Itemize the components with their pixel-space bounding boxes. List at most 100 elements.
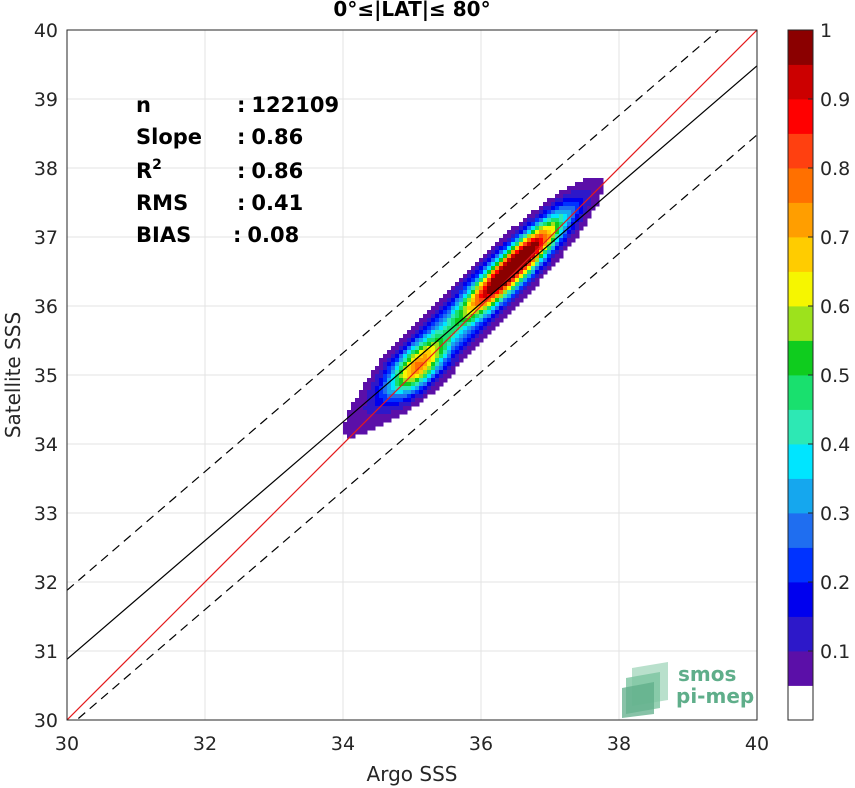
density-cell — [523, 262, 528, 267]
density-cell — [515, 254, 520, 259]
density-cell — [467, 278, 472, 283]
density-cell — [575, 226, 580, 231]
density-cell — [459, 314, 464, 319]
density-cell — [463, 286, 468, 291]
density-cell — [479, 298, 484, 303]
density-cell — [515, 258, 520, 263]
density-cell — [443, 310, 448, 315]
density-contours — [343, 178, 604, 439]
density-cell — [431, 366, 436, 371]
density-cell — [439, 318, 444, 323]
density-cell — [599, 186, 604, 191]
y-tick-label: 37 — [34, 227, 58, 249]
stat-label-text: BIAS — [136, 223, 191, 247]
density-cell — [507, 250, 512, 255]
density-cell — [543, 226, 548, 231]
density-cell — [463, 290, 468, 295]
density-cell — [479, 282, 484, 287]
density-cell — [519, 250, 524, 255]
density-cell — [515, 302, 520, 307]
density-cell — [559, 254, 564, 259]
density-cell — [523, 278, 528, 283]
density-cell — [467, 310, 472, 315]
density-cell — [383, 382, 388, 387]
density-cell — [403, 398, 408, 403]
density-cell — [543, 254, 548, 259]
density-cell — [419, 386, 424, 391]
density-cell — [495, 278, 500, 283]
density-cell — [387, 394, 392, 399]
density-cell — [411, 346, 416, 351]
density-cell — [435, 362, 440, 367]
density-cell — [507, 290, 512, 295]
density-cell — [367, 406, 372, 411]
density-cell — [375, 414, 380, 419]
density-cell — [583, 214, 588, 219]
density-cell — [547, 266, 552, 271]
density-cell — [511, 278, 516, 283]
density-cell — [451, 290, 456, 295]
density-cell — [559, 222, 564, 227]
colorbar-tick-label: 0.3 — [820, 503, 850, 525]
x-tick-label: 36 — [469, 733, 493, 755]
density-cell — [539, 262, 544, 267]
density-cell — [403, 350, 408, 355]
density-cell — [423, 358, 428, 363]
density-cell — [479, 262, 484, 267]
density-cell — [431, 362, 436, 367]
density-cell — [483, 334, 488, 339]
density-cell — [383, 358, 388, 363]
density-cell — [583, 190, 588, 195]
density-cell — [491, 310, 496, 315]
density-cell — [531, 258, 536, 263]
density-cell — [503, 278, 508, 283]
density-cell — [423, 342, 428, 347]
density-cell — [499, 262, 504, 267]
density-cell — [443, 302, 448, 307]
density-cell — [527, 254, 532, 259]
density-cell — [407, 358, 412, 363]
density-cell — [355, 414, 360, 419]
colorbar-swatch — [788, 651, 813, 686]
density-cell — [443, 370, 448, 375]
density-cell — [395, 350, 400, 355]
density-cell — [363, 390, 368, 395]
density-cell — [523, 222, 528, 227]
density-cell — [463, 318, 468, 323]
density-cell — [551, 262, 556, 267]
x-tick-label: 30 — [55, 733, 79, 755]
density-cell — [459, 306, 464, 311]
density-cell — [391, 378, 396, 383]
density-cell — [383, 354, 388, 359]
density-cell — [399, 358, 404, 363]
density-cell — [551, 210, 556, 215]
density-cell — [379, 410, 384, 415]
density-cell — [431, 374, 436, 379]
density-cell — [519, 282, 524, 287]
density-cell — [515, 298, 520, 303]
density-cell — [467, 274, 472, 279]
density-cell — [527, 278, 532, 283]
density-cell — [359, 426, 364, 431]
density-cell — [435, 306, 440, 311]
density-cell — [359, 430, 364, 435]
density-cell — [467, 338, 472, 343]
density-cell — [435, 330, 440, 335]
density-cell — [519, 226, 524, 231]
colorbar-swatch — [788, 306, 813, 341]
density-cell — [495, 322, 500, 327]
density-cell — [423, 386, 428, 391]
density-cell — [535, 234, 540, 239]
density-cell — [443, 338, 448, 343]
density-cell — [359, 410, 364, 415]
density-cell — [539, 226, 544, 231]
density-cell — [515, 274, 520, 279]
density-cell — [459, 338, 464, 343]
density-cell — [499, 282, 504, 287]
density-cell — [351, 430, 356, 435]
density-cell — [451, 322, 456, 327]
density-cell — [579, 186, 584, 191]
density-cell — [459, 310, 464, 315]
density-cell — [439, 378, 444, 383]
density-cell — [455, 326, 460, 331]
